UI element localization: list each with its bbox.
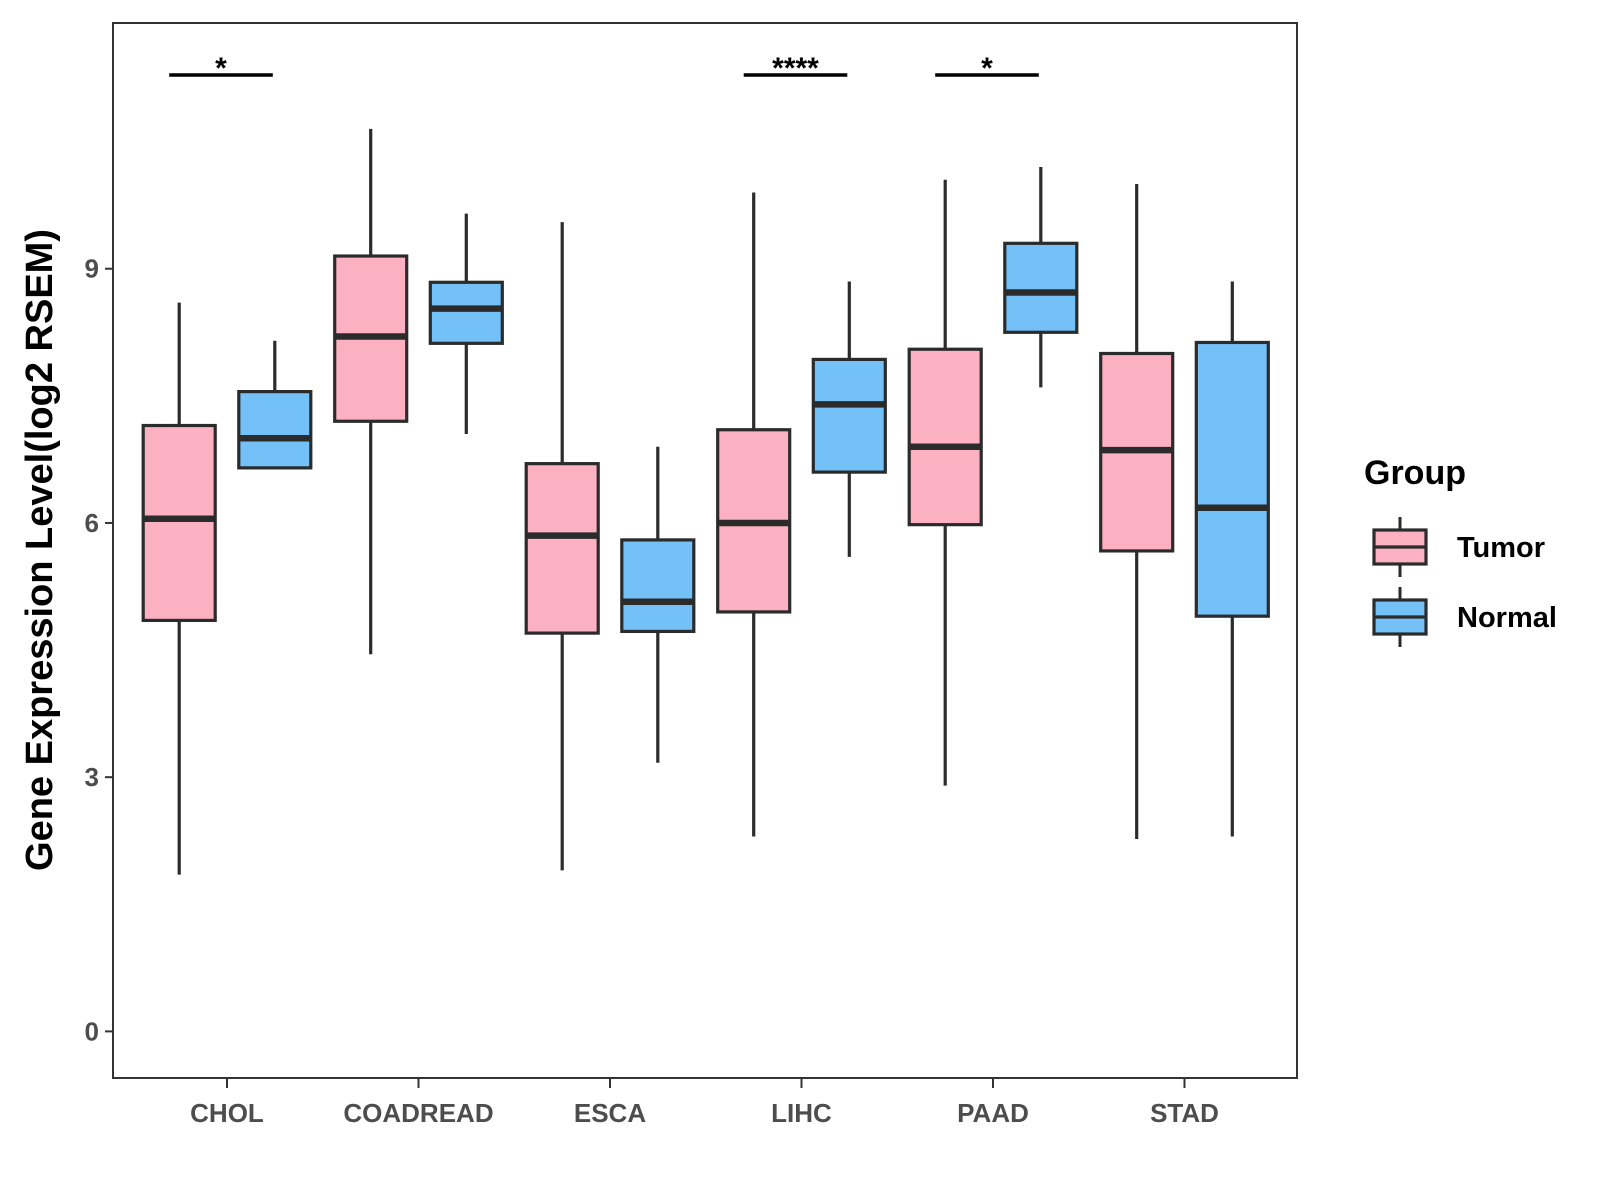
box-normal-esca — [620, 446, 696, 763]
x-tick-label: STAD — [1150, 1098, 1219, 1128]
box-normal-stad — [1194, 281, 1270, 837]
box-body — [907, 347, 983, 527]
box-tumor-stad — [1099, 184, 1175, 840]
legend-label: Normal — [1457, 602, 1557, 634]
box-normal-coadread — [428, 213, 504, 434]
box-tumor-paad — [907, 179, 983, 786]
y-axis: 0 3 6 9 — [85, 254, 113, 1046]
x-tick-label: PAAD — [957, 1098, 1029, 1128]
y-tick-label: 0 — [85, 1016, 99, 1046]
y-tick-label: 9 — [85, 254, 99, 284]
y-tick-label: 6 — [85, 508, 99, 538]
box-body — [1194, 340, 1270, 618]
y-axis-title: Gene Expression Level(log2 RSEM) — [19, 229, 61, 871]
box-tumor-chol — [141, 302, 217, 875]
box-normal-chol — [237, 340, 313, 470]
box-tumor-coadread — [333, 128, 409, 655]
significance-label: **** — [772, 52, 819, 85]
x-axis: CHOL COADREAD ESCA LIHC PAAD STAD — [190, 1078, 1219, 1128]
legend-key-normal — [1372, 587, 1428, 647]
legend-label: Tumor — [1457, 532, 1545, 564]
box-series — [141, 128, 1270, 875]
box-tumor-lihc — [716, 192, 792, 837]
box-body — [524, 462, 600, 635]
box-normal-lihc — [811, 281, 887, 557]
box-tumor-esca — [524, 222, 600, 871]
significance-annotations: * **** * — [169, 52, 1039, 85]
legend-title: Group — [1364, 454, 1466, 492]
x-tick-label: CHOL — [190, 1098, 264, 1128]
box-body — [237, 390, 313, 470]
legend-key-tumor — [1372, 517, 1428, 577]
box-body — [811, 357, 887, 474]
significance-label: * — [981, 52, 993, 85]
box-normal-paad — [1003, 167, 1079, 388]
plot-panel-border — [112, 22, 1298, 1079]
box-body — [1003, 241, 1079, 334]
x-tick-label: LIHC — [771, 1098, 832, 1128]
significance-label: * — [215, 52, 227, 85]
y-tick-label: 3 — [85, 762, 99, 792]
box-body — [428, 280, 504, 345]
x-tick-label: COADREAD — [343, 1098, 493, 1128]
x-tick-label: ESCA — [574, 1098, 646, 1128]
box-body — [620, 538, 696, 634]
box-body — [141, 423, 217, 623]
legend: Group Tumor Normal — [1364, 454, 1557, 647]
